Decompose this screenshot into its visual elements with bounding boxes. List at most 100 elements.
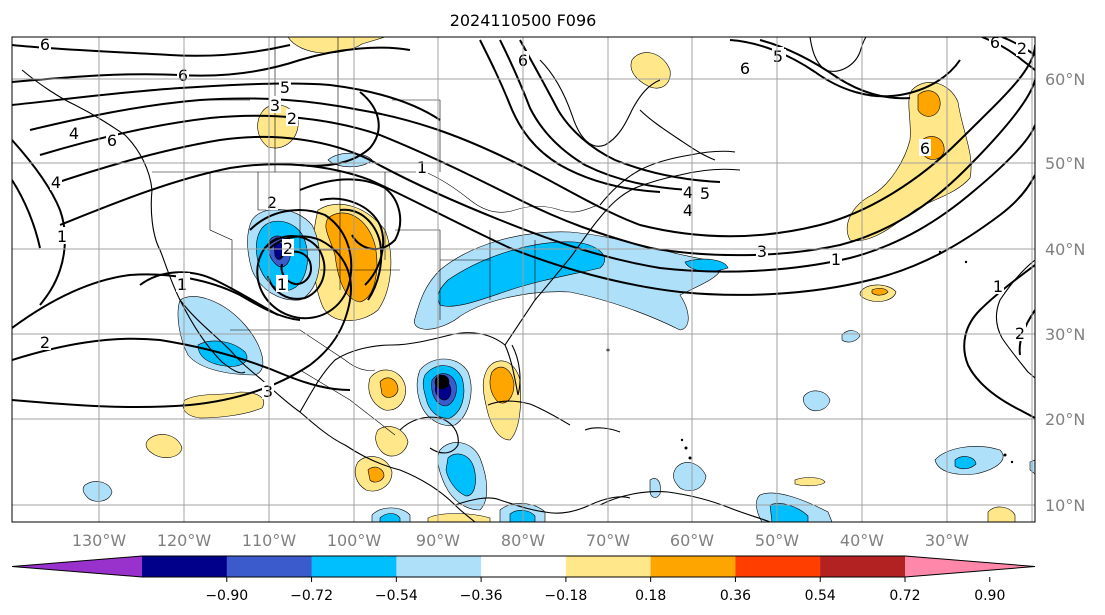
- island-5: [964, 260, 968, 264]
- longitude-label: 130°W: [72, 531, 127, 550]
- contour-label: 5: [773, 47, 783, 66]
- contour-label-bg: [50, 173, 62, 190]
- contour-line: [12, 273, 301, 329]
- contour-label-bg: [286, 109, 298, 126]
- anomaly-orange-mx2: [367, 466, 385, 483]
- island-2: [688, 456, 692, 460]
- colorbar-tick-label: −0.36: [460, 588, 503, 604]
- longitude-label: 80°W: [501, 531, 545, 550]
- coast-greenland: [809, 37, 867, 72]
- anomaly-orange-atl1: [917, 90, 941, 117]
- anomaly-blue-gulf-strip: [684, 258, 729, 272]
- island-1: [684, 446, 688, 450]
- anomaly-orange-gulf-w: [379, 377, 399, 398]
- anomaly-lightblue-pac3: [82, 481, 113, 502]
- contour-label: 4: [69, 124, 79, 143]
- contour-label-bg: [756, 242, 768, 259]
- colorbar-segment: [735, 556, 821, 577]
- latitude-label: 40°N: [1045, 240, 1085, 259]
- longitude-labels: 130°W 120°W 110°W 100°W 90°W 80°W 70°W 60°W 50°W…: [72, 531, 969, 550]
- contour-line: [339, 208, 383, 301]
- border-us-canada: [152, 171, 599, 213]
- longitude-label: 110°W: [242, 531, 297, 550]
- contour-label-bg: [699, 184, 711, 201]
- island-7: [1010, 460, 1014, 464]
- contour-label-bg: [279, 78, 291, 95]
- longitude-label: 100°W: [327, 531, 382, 550]
- contour-line: [299, 91, 380, 167]
- anomaly-yellow-mx: [375, 426, 409, 457]
- contour-label: 2: [1017, 39, 1027, 58]
- longitude-label: 90°W: [416, 531, 460, 550]
- longitude-label: 120°W: [157, 531, 212, 550]
- longitude-label: 40°W: [840, 531, 884, 550]
- coast-pacific-nw: [21, 69, 476, 522]
- contour-label-bg: [68, 124, 80, 141]
- anomaly-yellow-pac2: [145, 434, 183, 458]
- contour-line: [12, 179, 41, 249]
- anomaly-yellow-atl-small: [794, 477, 826, 487]
- contour-label-bg: [919, 139, 931, 156]
- colorbar-tick-label: 0.18: [635, 588, 666, 604]
- anomaly-blue-bottom1: [379, 513, 401, 522]
- colorbar-tick-label: 0.54: [805, 588, 836, 604]
- coast-central-am: [454, 496, 631, 514]
- island-3: [680, 438, 684, 442]
- contour-label: 1: [993, 277, 1003, 296]
- anomaly-blue-ca: [445, 453, 476, 497]
- colorbar-outline: [11, 555, 1036, 578]
- contour-label-bg: [682, 201, 694, 218]
- contour-line: [963, 264, 1035, 419]
- figure-title: 2024110500 F096: [450, 11, 597, 30]
- contour-label: 6: [990, 33, 1000, 52]
- contour-label: 4: [683, 201, 693, 220]
- contour-label: 1: [831, 250, 841, 269]
- colorbar: −0.90 −0.72 −0.54 −0.36 −0.18 0.18 0.36 0.54 0.7…: [11, 555, 1036, 604]
- latitude-labels: 60°N 50°N 40°N 30°N 20°N 10°N: [1045, 70, 1085, 515]
- contour-line: [479, 39, 661, 193]
- colorbar-segment: [650, 556, 736, 577]
- contour-label-bg: [262, 382, 274, 399]
- contour-label: 2: [267, 193, 277, 212]
- contour-line: [319, 197, 385, 286]
- colorbar-extend-low: [12, 556, 142, 577]
- latitude-label: 60°N: [1045, 70, 1085, 89]
- border-us-mexico: [230, 329, 376, 371]
- contour-label: 6: [920, 139, 930, 158]
- anomaly-orange-atl-small3: [871, 287, 889, 296]
- anomaly-yellow-bottom: [427, 513, 491, 522]
- contour-label: 6: [740, 59, 750, 78]
- contour-label: 1: [277, 275, 287, 294]
- contour-label-bg: [830, 250, 842, 267]
- island-6: [1003, 453, 1007, 457]
- longitude-label: 70°W: [586, 531, 630, 550]
- contour-label: 6: [40, 35, 50, 54]
- anomaly-blue-east: [954, 456, 977, 470]
- contour-label-bg: [992, 277, 1004, 294]
- map-panel: 6653221141231566642563112146542: [11, 33, 1036, 523]
- longitude-label: 30°W: [925, 531, 969, 550]
- colorbar-tick-label: 0.36: [720, 588, 751, 604]
- contour-label-bg: [1014, 324, 1026, 341]
- contour-label-bg: [276, 275, 288, 292]
- colorbar-segment: [565, 556, 652, 577]
- colorbar-segment: [226, 556, 313, 577]
- border-states1: [209, 172, 536, 320]
- latitude-label: 50°N: [1045, 154, 1085, 173]
- colorbar-tick-label: 0.72: [889, 588, 920, 604]
- colorbar-segment: [142, 556, 228, 577]
- contour-label: 3: [263, 382, 273, 401]
- colorbar-tick-label: 0.90: [974, 588, 1005, 604]
- coast-labrador: [639, 109, 716, 161]
- coast-baja: [179, 299, 246, 374]
- contour-label: 6: [178, 66, 188, 85]
- anomaly-orange-fl: [489, 366, 515, 404]
- anomaly-lightblue-atl-small2: [841, 330, 861, 343]
- contour-label-bg: [682, 183, 694, 200]
- contour-label: 2: [40, 333, 50, 352]
- contour-line: [12, 235, 352, 409]
- colorbar-tick-label: −0.90: [205, 588, 248, 604]
- coast-sa: [599, 491, 771, 522]
- coast-hispaniola: [584, 427, 621, 433]
